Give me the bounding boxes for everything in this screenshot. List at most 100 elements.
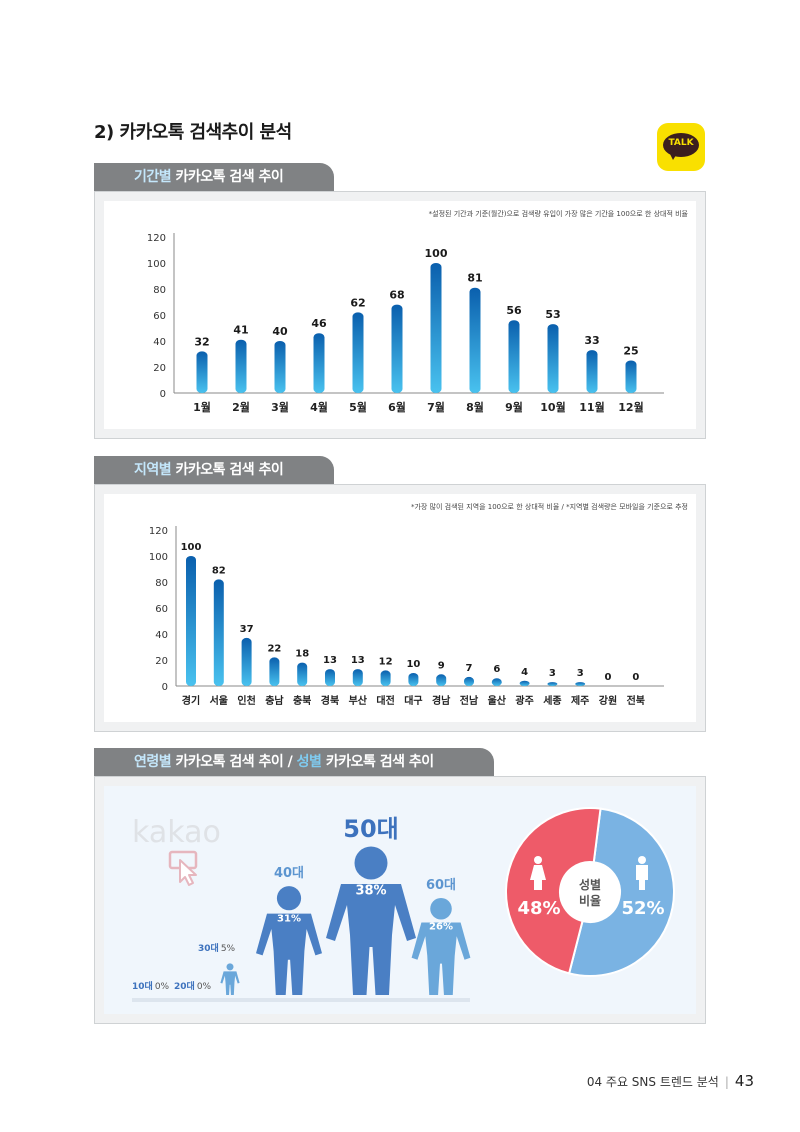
y-tick-label: 60 [155, 604, 168, 615]
female-icon [530, 856, 546, 890]
age-percent-label: 31% [277, 913, 301, 924]
bar [274, 341, 286, 393]
period-tab: 기간별 카카오톡 검색 추이 [94, 163, 334, 191]
bar-value-label: 68 [389, 289, 404, 302]
bar-value-label: 56 [506, 304, 522, 317]
bar-value-label: 82 [212, 565, 226, 576]
period-note: *설정된 기간과 기준(월간)으로 검색량 유입이 가장 많은 기간을 100으… [428, 210, 688, 218]
age-group-label: 30대 5% [198, 942, 236, 954]
bar [235, 339, 247, 393]
bar-value-label: 13 [323, 655, 337, 666]
bar [196, 351, 208, 393]
y-tick-label: 80 [155, 578, 168, 589]
bar [469, 287, 481, 393]
category-label: 대구 [404, 694, 422, 707]
bar [408, 673, 419, 686]
bar-value-label: 46 [311, 317, 327, 330]
bar-value-label: 6 [493, 664, 500, 675]
y-tick-label: 120 [149, 526, 168, 537]
bar-value-label: 25 [623, 345, 638, 358]
bar [625, 360, 637, 393]
bar-value-label: 7 [466, 663, 473, 674]
category-label: 10월 [540, 400, 565, 414]
age-tab-text: 카카오톡 검색 추이 / [175, 754, 297, 770]
category-label: 울산 [488, 694, 507, 707]
kakaotalk-logo: TALK [657, 123, 705, 171]
footer-chapter: 04 주요 SNS 트렌드 분석 [586, 1075, 719, 1089]
region-panel: *가장 많이 검색된 지역을 100으로 한 상대적 비율 / *지역별 검색량… [94, 484, 706, 732]
y-tick-label: 40 [153, 337, 166, 348]
age-tab-accent: 연령별 [134, 754, 172, 770]
y-tick-label: 0 [160, 389, 166, 400]
bar [491, 678, 502, 686]
bar-value-label: 18 [295, 649, 309, 660]
bar [519, 680, 530, 686]
bar-value-label: 40 [272, 325, 288, 338]
category-label: 5월 [349, 400, 367, 414]
category-label: 충남 [265, 694, 284, 707]
period-tab-accent: 기간별 [134, 169, 172, 185]
bar [186, 556, 196, 686]
bar-value-label: 3 [577, 668, 584, 679]
category-label: 제주 [571, 694, 589, 707]
category-label: 12월 [618, 400, 643, 414]
bar [508, 320, 520, 393]
bar-value-label: 100 [425, 247, 448, 260]
bar [575, 682, 586, 686]
bar-value-label: 32 [194, 335, 209, 348]
age-floor-line [132, 998, 470, 1002]
age-gender-tab: 연령별 카카오톡 검색 추이 / 성별 카카오톡 검색 추이 [94, 748, 494, 776]
bar-value-label: 81 [467, 272, 482, 285]
bar-value-label: 4 [521, 667, 528, 678]
bar [241, 637, 252, 686]
category-label: 광주 [515, 695, 533, 707]
donut-center-label: 성별 [579, 877, 601, 892]
category-label: 전북 [627, 694, 645, 707]
bar [547, 682, 558, 686]
bar-value-label: 100 [181, 542, 202, 553]
y-tick-label: 80 [153, 285, 166, 296]
gender-tab-accent: 성별 [296, 754, 322, 770]
bar-value-label: 9 [438, 660, 445, 671]
bar-value-label: 53 [545, 308, 560, 321]
bar-value-label: 0 [632, 672, 639, 683]
y-tick-label: 20 [155, 656, 168, 667]
bar [313, 333, 325, 393]
period-tab-text: 카카오톡 검색 추이 [175, 169, 284, 185]
male-percent-label: 52% [621, 898, 664, 919]
category-label: 7월 [427, 400, 445, 414]
bar-value-label: 33 [584, 334, 599, 347]
bar-value-label: 62 [350, 296, 365, 309]
male-icon [636, 856, 648, 890]
bar-value-label: 0 [605, 672, 612, 683]
gender-tab-text: 카카오톡 검색 추이 [325, 754, 434, 770]
age-gender-chart: kakao 10대 0% 20대 0%30대 5%31%40대38%50대26%60대 … [132, 807, 675, 1002]
bar [269, 657, 280, 686]
bar-value-label: 10 [406, 659, 420, 670]
age-group-label: 40대 [274, 866, 304, 881]
bar-value-label: 3 [549, 668, 556, 679]
y-tick-label: 0 [162, 682, 168, 693]
cursor-icon [168, 850, 198, 886]
age-group-label: 60대 [426, 878, 456, 893]
person-icon [220, 963, 240, 995]
region-tab-accent: 지역별 [134, 462, 172, 478]
y-tick-label: 100 [149, 552, 168, 563]
bar-value-label: 22 [267, 643, 281, 654]
category-label: 부산 [349, 694, 368, 707]
y-tick-label: 100 [147, 259, 166, 270]
bar [325, 669, 335, 686]
female-percent-label: 48% [517, 898, 560, 919]
bar [380, 670, 391, 686]
bar [464, 676, 474, 686]
region-tab-text: 카카오톡 검색 추이 [175, 462, 284, 478]
region-bar-chart: 020406080100120100경기82서울37인천22충남18충북13경북… [149, 526, 664, 707]
period-panel: *설정된 기간과 기준(월간)으로 검색량 유입이 가장 많은 기간을 100으… [94, 191, 706, 439]
category-label: 4월 [310, 400, 328, 414]
donut-center [560, 862, 620, 922]
bar [297, 662, 308, 686]
category-label: 2월 [232, 400, 250, 414]
page-number: 43 [734, 1072, 754, 1090]
category-label: 1월 [193, 400, 211, 414]
category-label: 전남 [460, 694, 479, 707]
